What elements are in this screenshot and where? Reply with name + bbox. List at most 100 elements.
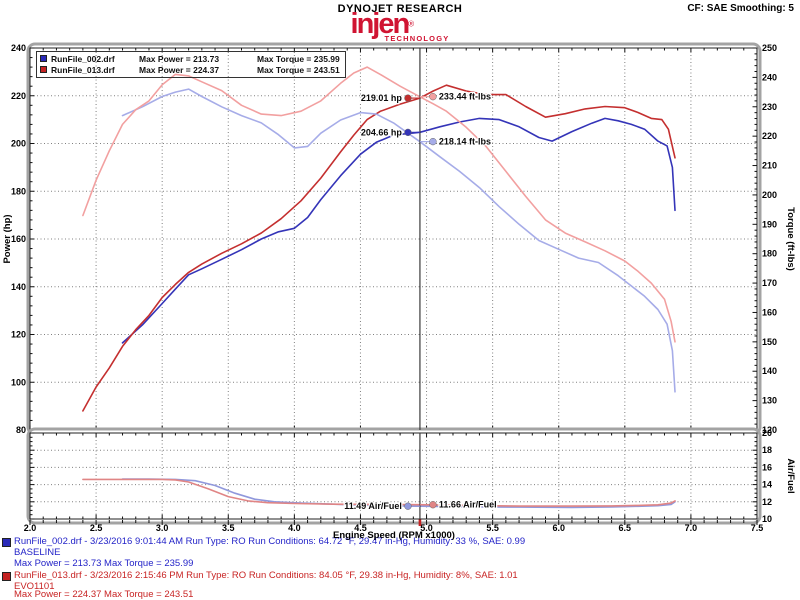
right-axis-tick-label: 240 xyxy=(762,72,777,82)
x-axis-tick-label: 4.0 xyxy=(288,523,301,533)
cursor-readout-218-14-ft-lbs: 218.14 ft-lbs xyxy=(419,135,492,148)
readout-dot xyxy=(429,93,437,101)
cursor-bottom-marker xyxy=(418,519,422,526)
legend-swatch-red xyxy=(40,66,47,73)
x-axis-tick-label: 5.5 xyxy=(486,523,499,533)
right-axis-tick-label: 140 xyxy=(762,366,777,376)
correction-smoothing-label: CF: SAE Smoothing: 5 xyxy=(687,3,794,14)
right-axis-tick-label: 120 xyxy=(762,425,777,435)
x-axis-tick-label: 7.0 xyxy=(685,523,698,533)
panel-main: 80 100 120 140 160 180 200 220 240 120 130 140 150 16… xyxy=(2,42,796,436)
left-axis-tick-label: 140 xyxy=(11,282,26,292)
left-axis-tick-label: 120 xyxy=(11,330,26,340)
run1-color-swatch xyxy=(2,538,11,547)
x-axis-tick-label: 4.5 xyxy=(354,523,367,533)
left-axis-tick-label: 100 xyxy=(11,377,26,387)
cursor-readout-11-66-air-fuel: 11.66 Air/Fuel xyxy=(419,498,498,511)
legend-max-torque: Max Torque = 243.51 xyxy=(257,64,340,75)
x-axis-tick-label: 3.5 xyxy=(222,523,235,533)
run1-info-line: RunFile_002.drf - 3/23/2016 9:01:44 AM R… xyxy=(14,536,526,547)
right-axis-tick-label: 20 xyxy=(762,428,772,438)
right-axis-tick-label: 190 xyxy=(762,219,777,229)
x-axis-tick-label: 2.0 xyxy=(24,523,37,533)
run2-max-line: Max Power = 224.37 Max Torque = 243.51 xyxy=(14,589,194,600)
readout-label: 218.14 ft-lbs xyxy=(439,137,491,147)
legend-row-runfile002: RunFile_002.drf Max Power = 213.73 Max T… xyxy=(40,53,340,64)
left-axis-title: Power (hp) xyxy=(2,214,13,263)
right-axis-tick-label: 250 xyxy=(762,43,777,53)
right-axis-tick-label: 12 xyxy=(762,497,772,507)
right-axis-tick-label: 180 xyxy=(762,249,777,259)
cursor-readout-233-44-ft-lbs: 233.44 ft-lbs xyxy=(419,90,492,103)
right-axis-title: Torque (ft-lbs) xyxy=(785,207,796,271)
readout-dot xyxy=(429,137,437,146)
legend-max-torque: Max Torque = 235.99 xyxy=(257,53,340,64)
readout-label: 204.66 hp xyxy=(361,127,403,137)
readout-dot xyxy=(404,502,412,510)
right-axis-tick-label: 230 xyxy=(762,102,777,112)
left-axis-tick-label: 180 xyxy=(11,186,26,196)
run2-name-line: EVO1101 xyxy=(14,581,55,592)
right-axis-title: Air/Fuel xyxy=(785,458,796,493)
dynojet-research-title: DYNOJET RESEARCH xyxy=(337,3,463,15)
grid-lines xyxy=(30,433,757,519)
readout-label: 11.49 Air/Fuel xyxy=(344,501,402,511)
right-axis-tick-label: 130 xyxy=(762,396,777,406)
legend-swatch-blue xyxy=(40,55,47,62)
legend-max-power: Max Power = 213.73 xyxy=(139,53,220,64)
right-axis-tick-label: 10 xyxy=(762,514,772,524)
left-axis-tick-label: 240 xyxy=(11,43,26,53)
run1-max-line: Max Power = 213.73 Max Torque = 235.99 xyxy=(14,558,194,569)
x-axis-tick-label: 3.0 xyxy=(156,523,169,533)
run2-info-line: RunFile_013.drf - 3/23/2016 2:15:46 PM R… xyxy=(14,570,518,581)
left-axis-tick-label: 160 xyxy=(11,234,26,244)
grid-lines xyxy=(30,48,757,430)
right-axis-tick-label: 220 xyxy=(762,131,777,141)
curve-runfile-013-torque-ft-lbs- xyxy=(82,66,676,343)
right-axis-tick-label: 160 xyxy=(762,307,777,317)
readout-label: 233.44 ft-lbs xyxy=(439,92,491,102)
x-axis-tick-label: 7.5 xyxy=(751,523,764,533)
injen-logo-subtitle: TECHNOLOGY xyxy=(384,34,450,43)
right-axis-tick-label: 170 xyxy=(762,278,777,288)
legend-row-runfile013: RunFile_013.drf Max Power = 224.37 Max T… xyxy=(40,64,340,75)
x-axis-tick-label: 6.0 xyxy=(552,523,565,533)
readout-label: 219.01 hp xyxy=(361,93,403,103)
readout-dot xyxy=(429,501,437,509)
cursor-group[interactable]: 219.01 hp 233.44 ft-lbs 204.66 hp 218.14 ft… xyxy=(343,48,498,526)
left-axis-tick-label: 200 xyxy=(11,139,26,149)
readout-dot xyxy=(404,128,412,137)
injen-logo-text: injen xyxy=(350,8,411,40)
readout-label: 11.66 Air/Fuel xyxy=(439,500,497,510)
curve-runfile-013-power-hp- xyxy=(82,84,676,412)
right-axis-tick-label: 18 xyxy=(762,445,772,455)
legend-box: RunFile_002.drf Max Power = 213.73 Max T… xyxy=(36,51,346,78)
cursor-readout-11-49-air-fuel: 11.49 Air/Fuel xyxy=(343,500,420,512)
right-axis-tick-label: 16 xyxy=(762,462,772,472)
right-axis-tick-label: 150 xyxy=(762,337,777,347)
curve-runfile-013-air-fuel xyxy=(82,478,676,507)
injen-logo: injen® TECHNOLOGY xyxy=(351,10,450,43)
right-axis-tick-label: 14 xyxy=(762,480,772,490)
panel-airfuel: 10 12 14 16 18 20 Air/Fuel xyxy=(26,427,796,525)
x-axis-tick-label: 2.5 xyxy=(90,523,103,533)
left-axis-tick-label: 220 xyxy=(11,91,26,101)
x-axis-tick-label: 6.5 xyxy=(619,523,632,533)
readout-dot xyxy=(404,94,412,102)
cursor-readout-204-66-hp: 204.66 hp xyxy=(360,126,420,139)
right-axis-tick-label: 200 xyxy=(762,190,777,200)
right-axis-tick-label: 210 xyxy=(762,161,777,171)
legend-file-name: RunFile_013.drf xyxy=(51,64,115,75)
left-axis-tick-label: 80 xyxy=(16,425,26,435)
cursor-readout-219-01-hp: 219.01 hp xyxy=(360,92,420,104)
run2-color-swatch xyxy=(2,572,11,581)
registered-mark-icon: ® xyxy=(408,19,415,29)
x-axis-tick-label: 5.0 xyxy=(420,523,433,533)
tick-marks xyxy=(29,432,758,520)
x-axis-title: Engine Speed (RPM x1000) xyxy=(333,530,455,541)
legend-max-power: Max Power = 224.37 xyxy=(139,64,220,75)
legend-file-name: RunFile_002.drf xyxy=(51,53,115,64)
run1-name-line: BASELINE xyxy=(14,547,61,558)
